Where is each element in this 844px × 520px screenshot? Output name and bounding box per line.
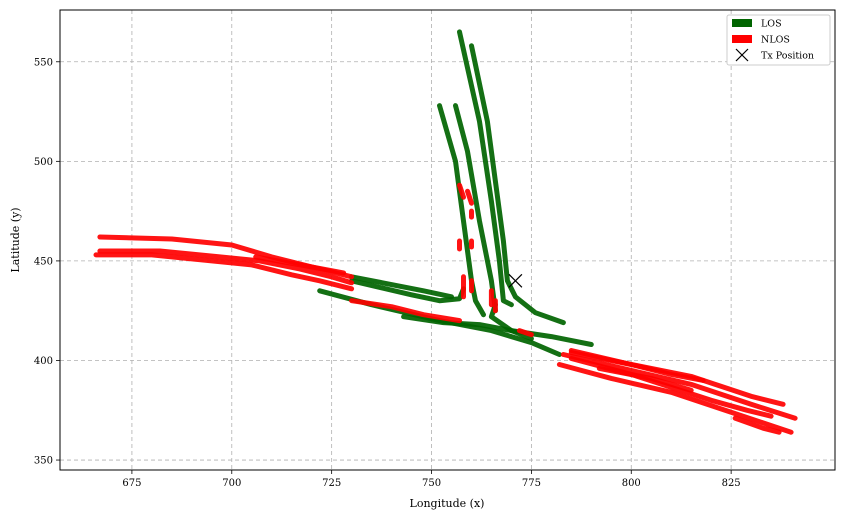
nlos-trajectory-13 [457,182,466,200]
y-tick-label: 500 [34,157,53,168]
nlos-trajectory-1 [93,252,355,292]
tx-position-marker [508,273,523,288]
nlos-trajectory-5 [349,298,462,324]
los-trajectory-7 [437,103,486,318]
y-axis-label: Latitude (y) [9,207,22,272]
nlos-trajectory-7 [560,352,798,421]
nlos-trajectory-2 [97,248,355,286]
legend-box [726,14,831,66]
x-axis-label: Longitude (x) [410,497,485,510]
x-tick-label: 750 [422,478,441,489]
y-tick-label: 550 [34,57,53,68]
los-trajectory-6 [469,43,566,326]
x-tick-label: 725 [322,478,341,489]
x-tick-label: 675 [122,478,141,489]
y-tick-label: 400 [34,356,53,367]
x-tick-label: 825 [722,478,741,489]
legend-label-tx-position: Tx Position [761,51,814,62]
nlos-trajectory-14 [465,188,474,206]
legend-marker-tx-position [735,48,749,62]
los-trajectory-5 [457,29,514,308]
legend-label-los: LOS [761,19,782,30]
legend-swatch-los [732,19,752,27]
los-trajectory-4 [349,274,454,300]
legend: LOS NLOS Tx Position [726,14,831,66]
nlos-trajectory-4 [253,254,347,276]
nlos-trajectory-6 [556,362,794,435]
y-tick-label: 450 [34,256,53,267]
tx-marker-stroke [508,273,523,288]
x-tick-label: 700 [222,478,241,489]
los-trajectory-3 [401,314,594,347]
nlos-trajectory-12 [732,415,782,435]
los-trajectory-2 [349,278,466,304]
y-tick-label: 350 [34,456,53,467]
nlos-series [93,182,798,435]
ticks: 675 700 725 750 775 800 825 350 400 450 500 550 [34,57,741,489]
nlos-trajectory-11 [568,356,774,419]
x-tick-label: 775 [522,478,541,489]
legend-label-nlos: NLOS [761,35,790,46]
nlos-trajectory-9 [568,348,706,383]
legend-swatch-nlos [732,35,752,43]
x-tick-label: 800 [622,478,641,489]
nlos-trajectory-22 [516,328,534,338]
plot-frame [59,9,836,471]
